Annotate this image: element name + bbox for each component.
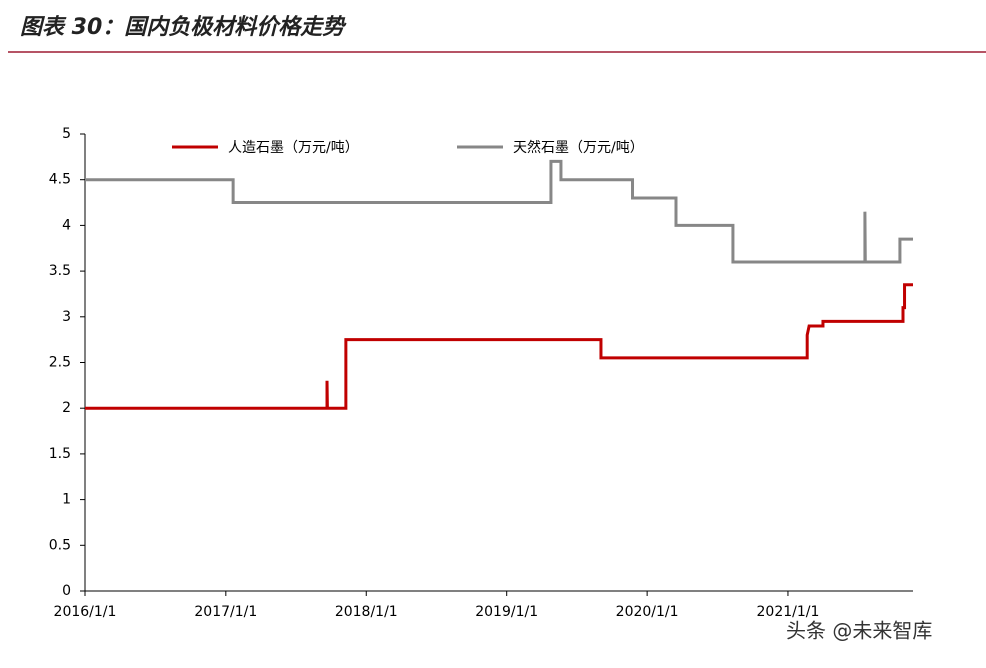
y-tick-label: 5 <box>62 126 71 142</box>
chart-title: 图表 30：国内负极材料价格走势 <box>20 15 347 40</box>
x-tick-label: 2018/1/1 <box>335 604 398 620</box>
y-tick-label: 3.5 <box>49 263 71 279</box>
y-tick-label: 1.5 <box>49 446 71 462</box>
y-tick-label: 4 <box>62 217 71 233</box>
x-tick-label: 2016/1/1 <box>54 604 117 620</box>
legend-label: 天然石墨（万元/吨） <box>513 139 644 156</box>
y-tick-label: 3 <box>62 309 71 325</box>
watermark: 头条 @未来智库 <box>786 619 932 643</box>
y-tick-label: 0 <box>62 583 71 599</box>
series-line <box>85 159 913 264</box>
x-tick-label: 2021/1/1 <box>757 604 820 620</box>
y-tick-label: 0.5 <box>49 537 71 553</box>
x-tick-label: 2020/1/1 <box>616 604 679 620</box>
x-tick-label: 2019/1/1 <box>475 604 538 620</box>
y-tick-label: 2.5 <box>49 355 71 371</box>
y-tick-label: 1 <box>62 492 71 508</box>
series-line <box>85 283 913 410</box>
x-tick-label: 2017/1/1 <box>194 604 257 620</box>
y-tick-label: 4.5 <box>49 172 71 188</box>
legend-label: 人造石墨（万元/吨） <box>228 140 359 156</box>
y-tick-label: 2 <box>62 400 71 416</box>
